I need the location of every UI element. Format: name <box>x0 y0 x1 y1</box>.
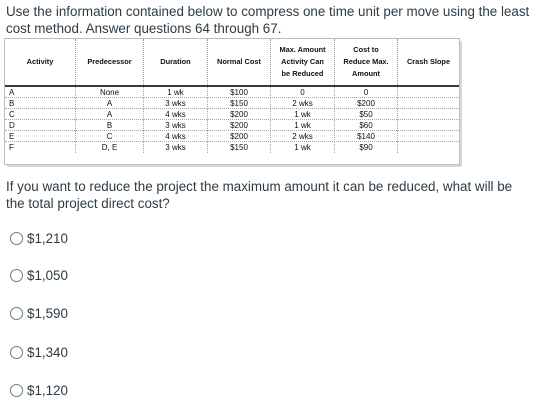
answer-option[interactable]: $1,340 <box>10 343 68 361</box>
cell-predecessor: None <box>76 87 144 98</box>
cell-cost-to-reduce: 0 <box>335 87 398 98</box>
cell-cost-to-reduce: $60 <box>335 120 398 131</box>
cell-activity: B <box>5 98 76 109</box>
cell-predecessor: D, E <box>76 142 144 153</box>
radio-button[interactable] <box>10 383 23 397</box>
answer-option-label: $1,050 <box>27 267 68 283</box>
answer-option[interactable]: $1,210 <box>10 229 68 247</box>
cell-normal-cost: $150 <box>208 142 271 153</box>
cell-activity: E <box>5 131 76 142</box>
cell-max-reduce: 1 wk <box>271 109 335 120</box>
cell-cost-to-reduce: $90 <box>335 142 398 153</box>
radio-button[interactable] <box>10 306 23 320</box>
header-cost-to-reduce: Cost to Reduce Max. Amount <box>335 39 398 85</box>
cell-predecessor: C <box>76 131 144 142</box>
cell-duration: 4 wks <box>144 131 208 142</box>
instructions-text: Use the information contained below to c… <box>6 4 530 36</box>
cell-normal-cost: $150 <box>208 98 271 109</box>
radio-button[interactable] <box>10 231 23 245</box>
question-text: If you want to reduce the project the ma… <box>6 179 513 211</box>
cell-max-reduce: 1 wk <box>271 142 335 153</box>
cell-predecessor: B <box>76 120 144 131</box>
cell-cost-to-reduce: $200 <box>335 98 398 109</box>
cell-crash-slope <box>398 120 459 131</box>
answer-option[interactable]: $1,120 <box>10 381 68 399</box>
cell-cost-to-reduce: $50 <box>335 109 398 120</box>
cell-duration: 3 wks <box>144 120 208 131</box>
header-duration: Duration <box>144 39 208 85</box>
cell-activity: A <box>5 87 76 98</box>
table-header: Activity Predecessor Duration Normal Cos… <box>5 39 459 87</box>
cell-max-reduce: 1 wk <box>271 120 335 131</box>
cell-normal-cost: $200 <box>208 109 271 120</box>
header-predecessor: Predecessor <box>76 39 144 85</box>
answer-option[interactable]: $1,590 <box>10 304 68 322</box>
table-row: A None 1 wk $100 0 0 <box>5 87 459 98</box>
cell-normal-cost: $200 <box>208 120 271 131</box>
cell-normal-cost: $200 <box>208 131 271 142</box>
cell-crash-slope <box>398 109 459 120</box>
cell-activity: C <box>5 109 76 120</box>
cell-max-reduce: 2 wks <box>271 131 335 142</box>
cell-crash-slope <box>398 142 459 153</box>
header-activity: Activity <box>5 39 76 85</box>
answer-option-label: $1,120 <box>27 382 68 398</box>
cell-crash-slope <box>398 87 459 98</box>
answer-option[interactable]: $1,050 <box>10 266 68 284</box>
cell-duration: 3 wks <box>144 142 208 153</box>
cell-duration: 3 wks <box>144 98 208 109</box>
cell-duration: 4 wks <box>144 109 208 120</box>
answer-option-label: $1,340 <box>27 344 68 360</box>
cell-cost-to-reduce: $140 <box>335 131 398 142</box>
cell-normal-cost: $100 <box>208 87 271 98</box>
radio-button[interactable] <box>10 345 23 359</box>
cell-predecessor: A <box>76 98 144 109</box>
cell-crash-slope <box>398 98 459 109</box>
answer-option-label: $1,210 <box>27 230 68 246</box>
cell-activity: D <box>5 120 76 131</box>
cell-duration: 1 wk <box>144 87 208 98</box>
header-normal-cost: Normal Cost <box>208 39 271 85</box>
header-crash-slope: Crash Slope <box>406 57 451 66</box>
cell-max-reduce: 0 <box>271 87 335 98</box>
header-max-reduce: Max. Amount Activity Can be Reduced <box>271 39 335 85</box>
cell-activity: F <box>5 142 76 153</box>
activity-table: Activity Predecessor Duration Normal Cos… <box>4 38 462 167</box>
radio-button[interactable] <box>10 268 23 282</box>
cell-predecessor: A <box>76 109 144 120</box>
answer-option-label: $1,590 <box>27 305 68 321</box>
cell-crash-slope <box>398 131 459 142</box>
cell-max-reduce: 2 wks <box>271 98 335 109</box>
